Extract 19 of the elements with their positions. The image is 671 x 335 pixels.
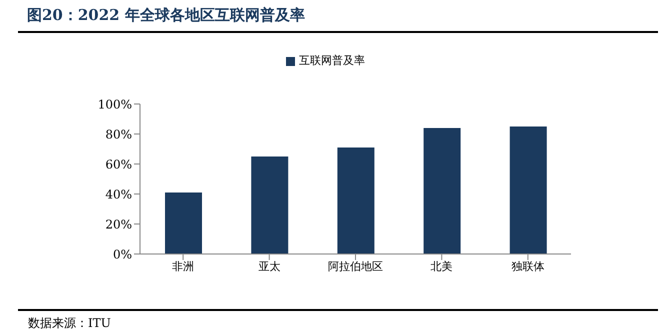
x-tick-label: 北美 [430, 260, 453, 273]
y-tick-label: 20% [105, 217, 132, 232]
y-tick-label: 60% [105, 157, 132, 172]
y-tick-label: 40% [105, 187, 132, 202]
bar [337, 148, 374, 254]
y-tick-label: 0% [112, 247, 132, 262]
bar [251, 156, 288, 254]
bar [510, 126, 547, 254]
bar [165, 192, 202, 254]
source-note: 数据来源：ITU [28, 315, 111, 332]
x-tick-label: 阿拉伯地区 [328, 260, 383, 273]
x-tick-label: 非洲 [172, 260, 194, 273]
y-tick-label: 80% [105, 127, 132, 142]
y-tick-label: 100% [98, 97, 132, 112]
legend-label: 互联网普及率 [299, 54, 365, 67]
chart-title: 图20：2022 年全球各地区互联网普及率 [27, 6, 305, 25]
x-tick-label: 独联体 [511, 260, 544, 273]
bar [424, 128, 461, 254]
x-tick-label: 亚太 [258, 260, 280, 273]
